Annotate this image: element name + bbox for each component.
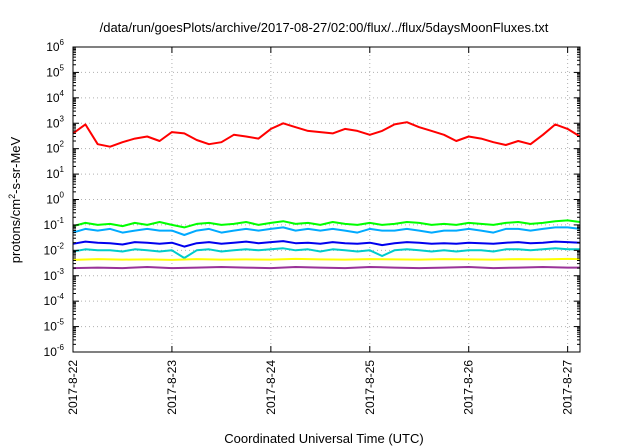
y-tick-label: 102 <box>46 140 64 156</box>
y-tick-exponent: -6 <box>57 343 65 352</box>
y-tick-base: 10 <box>44 320 58 334</box>
y-tick-exponent: 5 <box>60 63 65 72</box>
y-tick-base: 10 <box>46 167 60 181</box>
x-tick-label: 2017-8-23 <box>165 360 179 415</box>
y-tick-exponent: 3 <box>60 114 65 123</box>
y-tick-label: 101 <box>46 165 64 181</box>
series-1-line <box>72 219 581 229</box>
y-tick-label: 10-4 <box>44 292 65 308</box>
y-tick-exponent: 2 <box>60 140 65 149</box>
y-axis-ticks: 10-610-510-410-310-210-11001011021031041… <box>44 38 580 359</box>
y-tick-base: 10 <box>46 91 60 105</box>
y-tick-label: 106 <box>46 38 64 54</box>
y-tick-exponent: 0 <box>60 191 65 200</box>
y-tick-base: 10 <box>46 142 60 156</box>
series-4-line <box>72 247 580 259</box>
y-tick-base: 10 <box>46 65 60 79</box>
series-6-line <box>72 266 580 270</box>
y-tick-base: 10 <box>44 218 58 232</box>
series-0-line <box>72 121 581 148</box>
y-tick-label: 105 <box>46 63 64 79</box>
x-tick-label: 2017-8-25 <box>363 360 377 415</box>
y-tick-exponent: -5 <box>57 318 65 327</box>
y-tick-base: 10 <box>44 294 58 308</box>
y-tick-exponent: -4 <box>57 292 65 301</box>
y-tick-label: 10-2 <box>44 241 65 257</box>
y-axis-label-unit: protons/cm <box>8 199 23 263</box>
y-axis-label: protons/cm2-s-sr-MeV <box>7 136 23 263</box>
x-tick-label: 2017-8-24 <box>264 360 278 415</box>
series-5-line <box>72 257 581 261</box>
y-tick-base: 10 <box>46 193 60 207</box>
y-tick-base: 10 <box>44 243 58 257</box>
y-tick-base: 10 <box>46 40 60 54</box>
x-axis-label: Coordinated Universal Time (UTC) <box>224 431 423 446</box>
y-tick-exponent: 6 <box>60 38 65 47</box>
y-tick-base: 10 <box>44 269 58 283</box>
y-tick-label: 10-3 <box>44 267 65 283</box>
y-tick-label: 10-1 <box>44 216 65 232</box>
chart-title: /data/run/goesPlots/archive/2017-08-27/0… <box>100 20 549 35</box>
y-tick-exponent: -1 <box>57 216 65 225</box>
y-tick-exponent: -2 <box>57 241 65 250</box>
y-tick-base: 10 <box>46 116 60 130</box>
x-axis-ticks: 2017-8-22 2017-8-23 2017-8-24 2017-8-25 2017… <box>66 47 575 415</box>
y-tick-label: 100 <box>46 191 64 207</box>
x-tick-label: 2017-8-22 <box>66 360 80 415</box>
series-3-line <box>72 240 581 248</box>
y-axis-label-rest: -s-sr-MeV <box>8 136 23 193</box>
y-tick-exponent: 1 <box>60 165 65 174</box>
series-lines <box>72 121 581 270</box>
y-tick-label: 104 <box>46 89 64 105</box>
series-2-line <box>72 226 581 236</box>
y-tick-label: 103 <box>46 114 64 130</box>
y-tick-exponent: 4 <box>60 89 65 98</box>
y-tick-base: 10 <box>44 345 58 359</box>
y-tick-label: 10-6 <box>44 343 65 359</box>
x-tick-label: 2017-8-27 <box>561 360 575 415</box>
y-tick-exponent: -3 <box>57 267 65 276</box>
y-axis-label-exponent: 2 <box>7 194 17 199</box>
y-tick-label: 10-5 <box>44 318 65 334</box>
x-tick-label: 2017-8-26 <box>462 360 476 415</box>
